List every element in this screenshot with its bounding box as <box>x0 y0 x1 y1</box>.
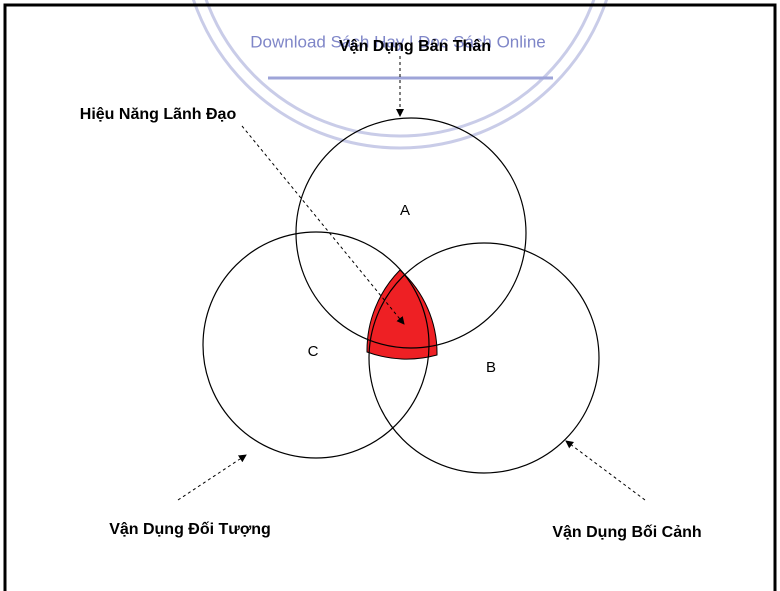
circle-b <box>368 242 600 474</box>
circle-label: A <box>400 202 410 219</box>
label-top: Vận Dụng Bản Thân <box>339 38 491 55</box>
watermark-ring <box>191 0 609 150</box>
circle-label: B <box>486 359 496 376</box>
watermark-text: Download Sách Hay | Đọc Sách Online <box>250 32 545 51</box>
label-center: Hiệu Năng Lãnh Đạo <box>80 106 237 123</box>
arrow <box>177 454 247 501</box>
arrow <box>241 125 405 325</box>
circle-label: C <box>308 343 319 360</box>
label-right: Vận Dụng Bối Cảnh <box>552 524 701 541</box>
label-left: Vận Dụng Đối Tượng <box>109 521 271 538</box>
frame <box>3 3 777 591</box>
circle-a <box>295 117 527 349</box>
arrow <box>565 440 646 501</box>
intersection <box>366 269 438 360</box>
circle-c <box>202 231 430 459</box>
